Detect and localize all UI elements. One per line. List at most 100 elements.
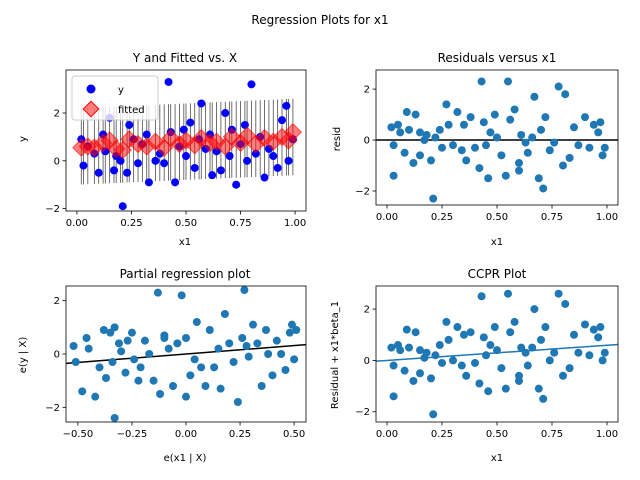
data-point bbox=[594, 333, 603, 342]
data-point bbox=[598, 151, 607, 160]
legend-label-fitted: fitted bbox=[118, 105, 145, 116]
y-tick-label: 2 bbox=[364, 305, 370, 316]
data-point bbox=[482, 351, 490, 360]
data-point-y bbox=[123, 168, 132, 177]
data-point-y bbox=[197, 99, 206, 108]
data-point bbox=[497, 364, 506, 373]
data-point bbox=[229, 358, 238, 366]
data-point bbox=[559, 161, 567, 170]
x-tick-label: 1.00 bbox=[284, 218, 306, 229]
x-tick-label: 0.00 bbox=[376, 212, 398, 223]
legend-marker-y bbox=[86, 84, 96, 94]
y-tick-label: 0 bbox=[54, 350, 60, 361]
data-point bbox=[173, 339, 182, 348]
data-point bbox=[400, 366, 409, 375]
x-tick-label: 0.00 bbox=[175, 429, 197, 440]
data-point bbox=[442, 317, 451, 326]
x-tick-label: −0.50 bbox=[63, 429, 94, 440]
panel-ccpr: CCPR Plot x1 Residual + x1*beta_1 0.00 0.… bbox=[330, 267, 619, 464]
data-point bbox=[482, 141, 490, 150]
data-point bbox=[169, 382, 178, 390]
data-point bbox=[554, 82, 563, 91]
x-axis-label: x1 bbox=[491, 453, 503, 464]
data-point bbox=[600, 143, 609, 152]
data-point bbox=[600, 348, 609, 357]
x-tick-label: 0.50 bbox=[175, 218, 197, 229]
panel-title-residuals: Residuals versus x1 bbox=[438, 51, 557, 65]
data-point bbox=[164, 344, 173, 353]
panel-title-ccpr: CCPR Plot bbox=[468, 267, 527, 281]
y-tick-label: 2 bbox=[54, 296, 60, 307]
x-tick-label: −0.25 bbox=[117, 429, 148, 440]
data-point-y bbox=[134, 159, 142, 168]
data-point bbox=[114, 339, 123, 348]
x-tick-label: 0.00 bbox=[66, 218, 88, 229]
y-axis-label: e(y | X) bbox=[18, 337, 29, 374]
data-point bbox=[108, 358, 117, 366]
data-point bbox=[477, 77, 486, 86]
x-tick-label: 0.50 bbox=[283, 429, 305, 440]
data-point bbox=[99, 326, 108, 334]
data-point bbox=[453, 108, 462, 117]
y-axis-label: Residual + x1*beta_1 bbox=[330, 301, 341, 409]
data-point bbox=[91, 392, 100, 401]
data-point bbox=[438, 358, 446, 367]
data-point bbox=[574, 141, 583, 150]
data-point-y bbox=[243, 156, 252, 165]
data-point bbox=[396, 346, 405, 355]
data-point bbox=[210, 363, 219, 372]
data-point-y bbox=[164, 77, 173, 86]
data-point-y bbox=[273, 163, 282, 172]
data-point bbox=[504, 77, 512, 86]
data-point bbox=[585, 351, 594, 360]
data-point bbox=[521, 138, 530, 147]
data-point bbox=[517, 130, 526, 139]
data-point bbox=[182, 334, 190, 342]
data-point bbox=[402, 108, 411, 117]
data-point bbox=[457, 146, 466, 155]
data-point bbox=[550, 348, 559, 357]
data-point-y bbox=[94, 168, 103, 177]
data-point bbox=[389, 361, 398, 370]
data-point bbox=[121, 368, 130, 377]
y-tick-label: −2 bbox=[45, 403, 60, 414]
data-point bbox=[190, 355, 199, 364]
data-point-y bbox=[151, 156, 160, 165]
y-tick-label: −2 bbox=[355, 186, 370, 197]
data-point-y bbox=[110, 166, 118, 175]
data-point-y bbox=[144, 178, 153, 187]
data-point bbox=[136, 363, 145, 372]
y-tick-label: 0 bbox=[364, 136, 370, 147]
data-point bbox=[106, 328, 115, 337]
data-point bbox=[127, 328, 136, 337]
data-point bbox=[530, 92, 539, 101]
x-tick-label: 0.25 bbox=[431, 429, 453, 440]
data-point bbox=[277, 350, 286, 358]
data-point bbox=[405, 343, 413, 352]
data-point bbox=[596, 118, 605, 127]
data-point bbox=[486, 128, 495, 137]
data-point bbox=[396, 128, 405, 137]
data-point bbox=[477, 292, 486, 301]
data-point bbox=[427, 156, 435, 165]
data-point bbox=[539, 184, 548, 193]
x-tick-label: 0.25 bbox=[431, 212, 453, 223]
data-point bbox=[570, 123, 578, 132]
data-point bbox=[486, 341, 495, 350]
data-point-y bbox=[142, 130, 151, 139]
data-point bbox=[515, 376, 523, 385]
fit-line bbox=[66, 343, 306, 365]
data-point bbox=[149, 376, 158, 385]
data-point bbox=[156, 390, 165, 398]
y-axis-label: resid bbox=[332, 127, 343, 151]
data-point bbox=[554, 289, 563, 298]
y-tick-label: 0 bbox=[364, 356, 370, 367]
figure-title: Regression Plots for x1 bbox=[251, 13, 388, 27]
data-point bbox=[69, 342, 78, 350]
data-point bbox=[506, 328, 515, 337]
data-point bbox=[462, 156, 471, 165]
data-point bbox=[205, 326, 214, 334]
data-point bbox=[431, 351, 440, 360]
x-tick-label: 0.00 bbox=[376, 429, 398, 440]
data-point bbox=[484, 387, 493, 396]
